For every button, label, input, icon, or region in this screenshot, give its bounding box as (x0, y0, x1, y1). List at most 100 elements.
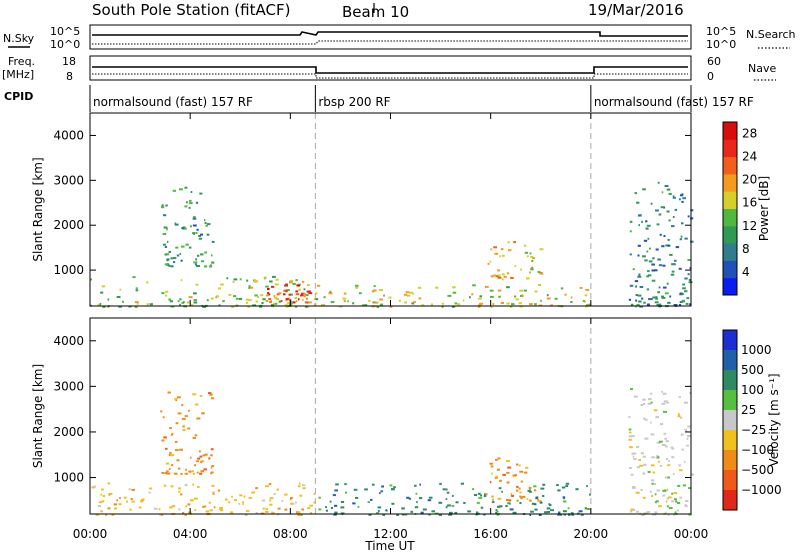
scatter-cell (231, 495, 233, 498)
scatter-cell (518, 464, 521, 467)
beam-label: Beam 10 (342, 3, 409, 21)
scatter-cell (675, 500, 678, 503)
scatter-cell (634, 280, 639, 283)
scatter-cell (208, 265, 213, 268)
scatter-cell (647, 270, 650, 273)
scatter-cell (660, 206, 664, 209)
colorbar-swatch (723, 450, 737, 471)
scatter-cell (518, 302, 522, 305)
scatter-cell (680, 433, 684, 436)
scatter-cell (265, 508, 268, 511)
scatter-cell (212, 491, 215, 494)
scatter-cell (633, 395, 638, 398)
y-tick-label: 3000 (53, 173, 84, 187)
scatter-cell (175, 246, 179, 249)
scatter-cell (516, 463, 519, 466)
scatter-cell (159, 513, 163, 516)
scatter-cell (667, 513, 670, 516)
scatter-cell (169, 300, 173, 303)
scatter-cell (661, 245, 665, 248)
scatter-cell (416, 501, 418, 504)
scatter-cell (689, 303, 692, 306)
scatter-cell (284, 284, 288, 287)
scatter-cell (476, 501, 480, 504)
scatter-cell (118, 305, 122, 308)
scatter-cell (521, 495, 526, 498)
cpid-mode-label: normalsound (fast) 157 RF (93, 95, 253, 109)
scatter-cell (589, 493, 591, 496)
scatter-cell (477, 492, 481, 495)
scatter-cell (232, 280, 235, 283)
scatter-cell (643, 463, 647, 466)
scatter-cell (403, 513, 408, 516)
scatter-region (628, 388, 694, 516)
velocity-colorbar: 1000 500 100 25 −25 −100 −500 −1000 Velocity [m … (722, 329, 782, 511)
scatter-cell (497, 497, 502, 500)
colorbar-swatch (723, 191, 737, 209)
scatter-cell (502, 473, 506, 476)
scatter-cell (259, 305, 263, 308)
scatter-cell (629, 446, 633, 449)
scatter-cell (666, 210, 670, 213)
scatter-cell (584, 300, 586, 303)
scatter-cell (95, 513, 100, 516)
scatter-cell (586, 508, 591, 510)
scatter-cell (333, 513, 337, 516)
scatter-cell (323, 296, 326, 299)
scatter-cell (273, 296, 278, 299)
scatter-cell (586, 485, 588, 488)
scatter-cell (563, 500, 567, 503)
scatter-cell (665, 511, 667, 514)
y-tick-label: 1000 (53, 471, 84, 485)
scatter-cell (682, 197, 686, 200)
scatter-cell (290, 497, 293, 499)
scatter-cell (629, 467, 632, 469)
freq-label: Freq. (8, 55, 35, 68)
scatter-cell (167, 263, 169, 265)
scatter-cell (664, 292, 669, 295)
scatter-cell (353, 488, 358, 491)
scatter-cell (558, 511, 561, 514)
nsearch-trace (92, 40, 688, 45)
scatter-cell (382, 513, 386, 516)
scatter-cell (161, 292, 165, 295)
scatter-cell (529, 252, 532, 255)
scatter-cell (113, 503, 118, 506)
scatter-cell (219, 508, 223, 510)
scatter-cell (467, 510, 472, 513)
scatter-cell (265, 285, 269, 288)
scatter-cell (132, 276, 136, 279)
scatter-cell (307, 507, 311, 510)
scatter-cell (651, 456, 655, 459)
scatter-cell (295, 293, 300, 296)
scatter-cell (186, 301, 190, 304)
scatter-cell (383, 294, 385, 297)
scatter-cell (248, 496, 253, 499)
scatter-cell (411, 302, 415, 305)
scatter-cell (677, 484, 681, 487)
scatter-cell (671, 492, 674, 495)
scatter-cell (321, 303, 325, 306)
scatter-cell (173, 257, 177, 260)
scatter-cell (255, 512, 259, 515)
scatter-cell (507, 249, 512, 252)
scatter-cell (358, 292, 362, 295)
scatter-cell (420, 511, 424, 514)
scatter-region (160, 186, 215, 268)
scatter-cell (199, 395, 203, 397)
scatter-cell (655, 209, 659, 212)
scatter-cell (683, 460, 686, 463)
scatter-cell (210, 448, 214, 451)
scatter-cell (166, 258, 170, 261)
scatter-cell (663, 410, 667, 413)
scatter-region (265, 284, 313, 304)
colorbar-swatch (723, 243, 737, 261)
scatter-cell (285, 283, 288, 286)
scatter-cell (667, 244, 671, 247)
scatter-cell (641, 513, 645, 516)
scatter-cell (275, 278, 279, 281)
scatter-cell (642, 398, 646, 401)
scatter-cell (288, 298, 292, 301)
scatter-cell (557, 489, 561, 492)
scatter-cell (389, 484, 393, 487)
